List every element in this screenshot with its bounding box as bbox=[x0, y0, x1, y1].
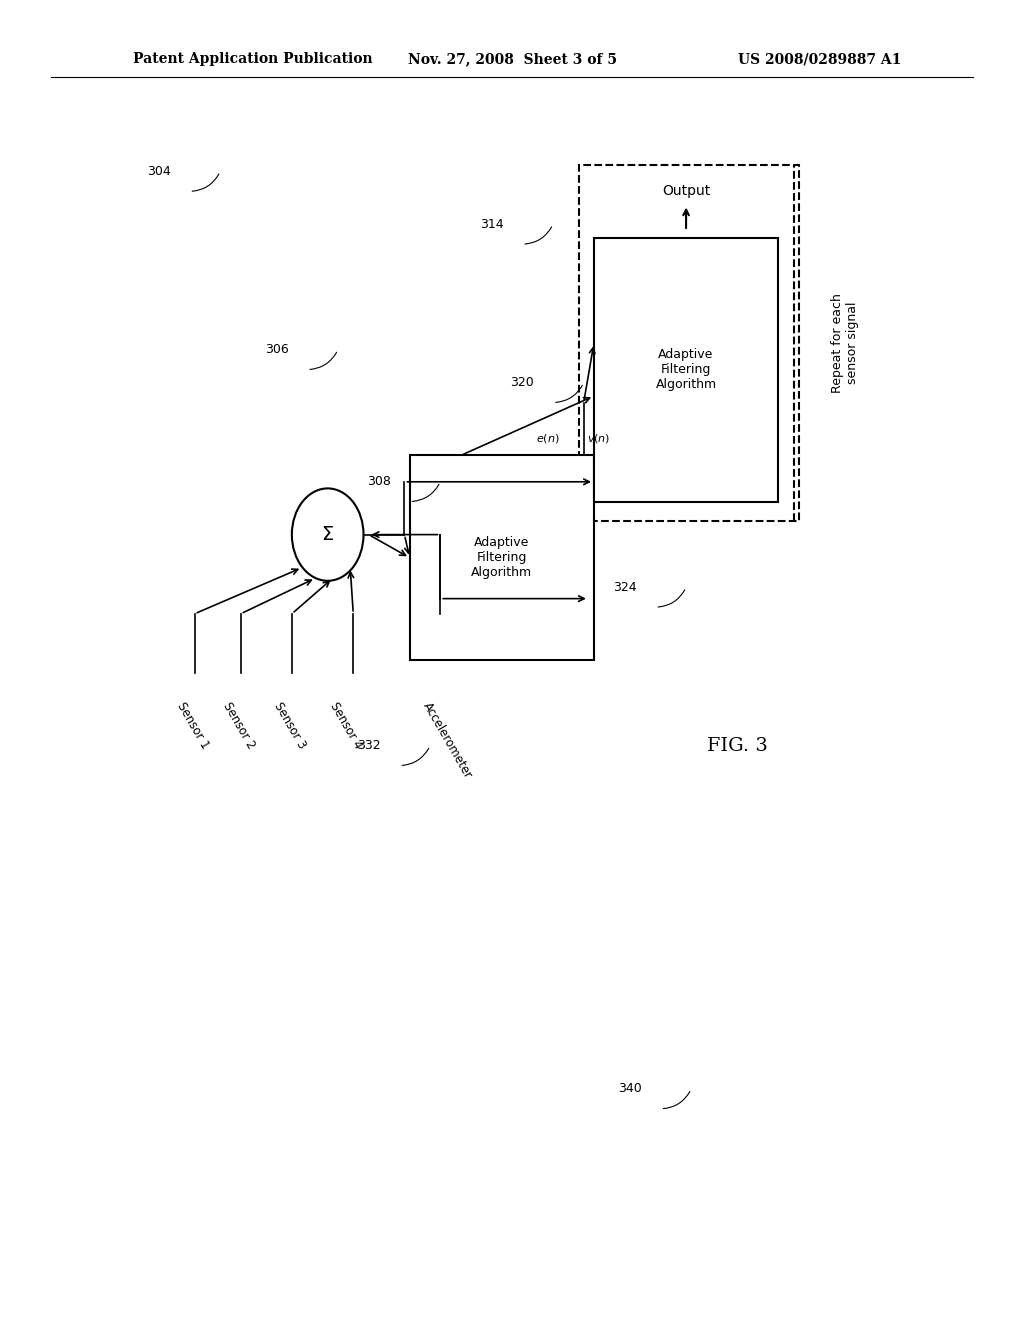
Text: 306: 306 bbox=[264, 343, 289, 356]
Bar bbox=[579, 165, 799, 521]
Text: 340: 340 bbox=[617, 1082, 642, 1096]
Text: 332: 332 bbox=[356, 739, 381, 752]
Text: Sensor 3: Sensor 3 bbox=[271, 700, 308, 751]
Text: US 2008/0289887 A1: US 2008/0289887 A1 bbox=[737, 53, 901, 66]
Text: Nov. 27, 2008  Sheet 3 of 5: Nov. 27, 2008 Sheet 3 of 5 bbox=[408, 53, 616, 66]
Text: Output: Output bbox=[662, 183, 711, 198]
Text: 320: 320 bbox=[510, 376, 535, 389]
FancyBboxPatch shape bbox=[410, 455, 594, 660]
Text: 308: 308 bbox=[367, 475, 391, 488]
Text: Patent Application Publication: Patent Application Publication bbox=[133, 53, 373, 66]
Text: Repeat for each
sensor signal: Repeat for each sensor signal bbox=[830, 293, 859, 393]
Text: Adaptive
Filtering
Algorithm: Adaptive Filtering Algorithm bbox=[471, 536, 532, 579]
FancyBboxPatch shape bbox=[594, 238, 778, 502]
Text: $v(n)$: $v(n)$ bbox=[588, 432, 610, 445]
Text: 314: 314 bbox=[479, 218, 504, 231]
Text: $\Sigma$: $\Sigma$ bbox=[322, 525, 334, 544]
Text: FIG. 3: FIG. 3 bbox=[707, 737, 768, 755]
Text: Accelerometer: Accelerometer bbox=[420, 700, 474, 780]
Text: $e(n)$: $e(n)$ bbox=[536, 432, 560, 445]
Text: Sensor 4: Sensor 4 bbox=[328, 700, 365, 751]
Text: Sensor 1: Sensor 1 bbox=[174, 700, 211, 751]
Text: 304: 304 bbox=[146, 165, 171, 178]
Text: Sensor 2: Sensor 2 bbox=[220, 700, 257, 751]
Text: 324: 324 bbox=[612, 581, 637, 594]
Text: Adaptive
Filtering
Algorithm: Adaptive Filtering Algorithm bbox=[655, 348, 717, 391]
